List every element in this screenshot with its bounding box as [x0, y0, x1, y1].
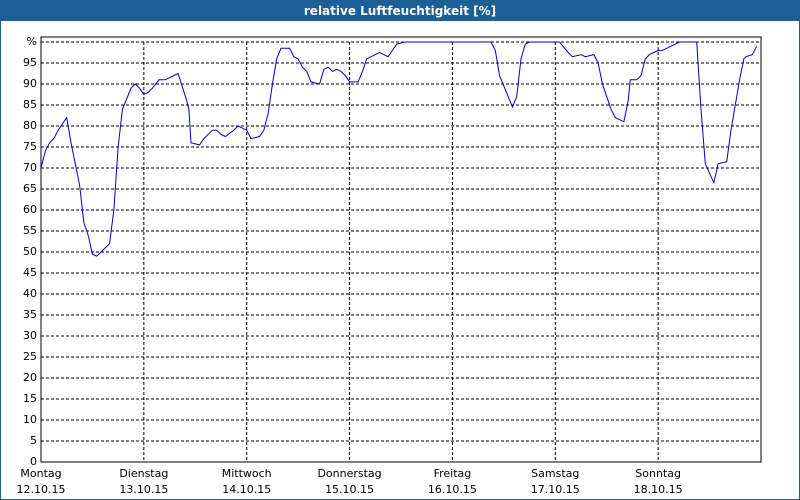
x-tick-label: Mittwoch 14.10.15	[221, 467, 272, 496]
x-tick-label: Samstag 17.10.15	[530, 467, 580, 496]
y-tick-label: 0	[30, 455, 37, 468]
x-tick-label: Sonntag 18.10.15	[633, 467, 683, 496]
chart-title: relative Luftfeuchtigkeit [%]	[1, 1, 799, 21]
y-tick-label: 10	[23, 413, 37, 426]
x-tick-label: Donnerstag 15.10.15	[317, 467, 382, 496]
y-tick-label: 55	[23, 224, 37, 237]
line-series	[40, 41, 758, 257]
y-tick-label: 45	[23, 266, 37, 279]
y-tick-label: 50	[23, 245, 37, 258]
y-tick-label: 90	[23, 77, 37, 90]
y-tick-label: 95	[23, 56, 37, 69]
y-tick-label: 85	[23, 98, 37, 111]
x-tick-label: Montag 12.10.15	[16, 467, 66, 496]
y-tick-label: 20	[23, 371, 37, 384]
y-tick-label: 5	[30, 434, 37, 447]
plot-frame	[40, 36, 762, 463]
y-tick-label: 60	[23, 203, 37, 216]
y-tick-label: %	[27, 35, 37, 48]
y-tick-label: 35	[23, 308, 37, 321]
y-tick-label: 40	[23, 287, 37, 300]
y-tick-label: 30	[23, 329, 37, 342]
y-tick-label: 75	[23, 140, 37, 153]
x-tick-label: Freitag 16.10.15	[427, 467, 477, 496]
x-tick-label: Dienstag 13.10.15	[119, 467, 169, 496]
y-tick-label: 80	[23, 119, 37, 132]
y-tick-label: 70	[23, 161, 37, 174]
y-tick-label: 65	[23, 182, 37, 195]
y-tick-label: 15	[23, 392, 37, 405]
y-tick-label: 25	[23, 350, 37, 363]
